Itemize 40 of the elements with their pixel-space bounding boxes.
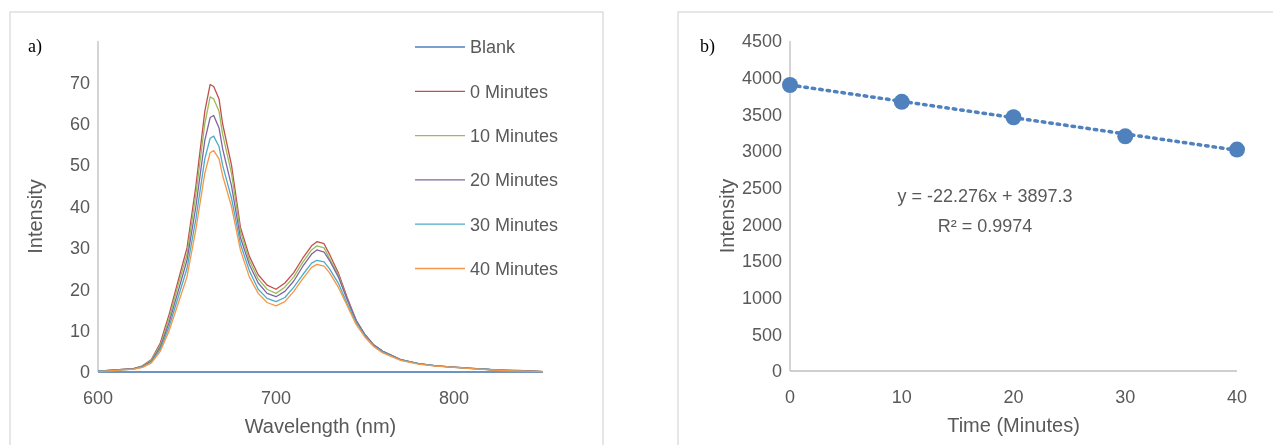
y-tick-label: 3500 xyxy=(741,104,782,125)
annotation: y = -22.276x + 3897.3 xyxy=(897,186,1073,206)
y-tick-label: 70 xyxy=(69,72,90,93)
y-tick-label: 4500 xyxy=(741,31,782,52)
y-tick-label: 20 xyxy=(69,279,90,300)
legend-label: 30 Minutes xyxy=(470,214,559,235)
y-tick-label: 50 xyxy=(69,155,90,176)
legend-label: 0 Minutes xyxy=(470,81,549,102)
x-tick-label: 700 xyxy=(260,388,292,408)
text: b) xyxy=(700,36,715,57)
x-tick-label: 30 xyxy=(1115,387,1136,407)
x-tick-label: 800 xyxy=(438,388,470,408)
y-axis-title: Intensity xyxy=(716,178,738,254)
y-tick-label: 500 xyxy=(751,324,782,345)
y-tick-label: 3000 xyxy=(741,141,782,162)
x-axis-title: Wavelength (nm) xyxy=(244,415,397,437)
y-tick-label: 0 xyxy=(79,362,90,383)
y-tick-label: 1000 xyxy=(741,287,782,308)
y-tick-label: 60 xyxy=(69,114,90,135)
x-tick-label: 40 xyxy=(1226,387,1248,407)
x-axis-title: Time (Minutes) xyxy=(947,414,1080,436)
legend-label: 40 Minutes xyxy=(470,258,559,279)
y-tick-label: 4000 xyxy=(741,67,782,88)
y-tick-label: 2500 xyxy=(741,177,782,198)
x-tick-label: 20 xyxy=(1003,387,1024,407)
legend-label: 10 Minutes xyxy=(470,125,559,146)
y-tick-label: 0 xyxy=(771,361,782,382)
y-tick-label: 2000 xyxy=(741,214,782,235)
y-tick-label: 30 xyxy=(69,238,90,259)
legend-label: Blank xyxy=(470,37,517,58)
y-tick-label: 1500 xyxy=(741,251,782,272)
y-axis-title: Intensity xyxy=(24,179,46,254)
legend-label: 20 Minutes xyxy=(470,170,559,191)
text: a) xyxy=(28,36,42,57)
x-tick-label: 600 xyxy=(82,388,114,408)
y-tick-label: 40 xyxy=(69,196,90,217)
x-tick-label: 0 xyxy=(784,387,796,407)
x-tick-label: 10 xyxy=(891,387,912,407)
y-tick-label: 10 xyxy=(69,320,90,341)
annotation: R² = 0.9974 xyxy=(937,216,1033,236)
